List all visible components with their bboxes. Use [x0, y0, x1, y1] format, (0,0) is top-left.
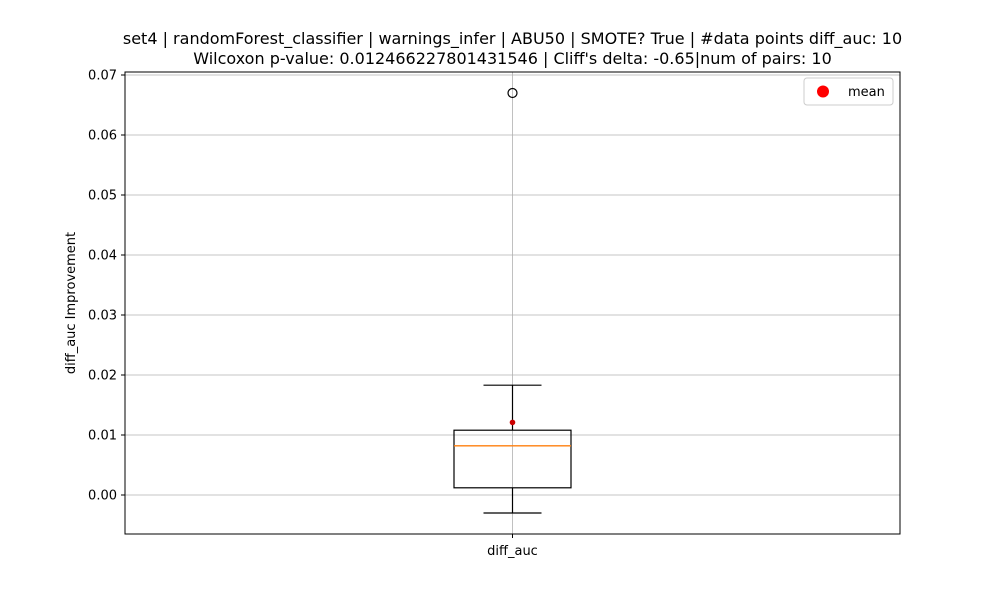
legend-mean-label: mean: [848, 85, 885, 100]
y-tick-label: 0.05: [88, 189, 117, 204]
y-tick-label: 0.04: [88, 249, 117, 264]
outlier-point: [507, 87, 518, 99]
y-axis-ticks: 0.00 0.01 0.02 0.03 0.04 0.05 0.06 0.07: [88, 69, 125, 504]
iqr-box: [453, 429, 572, 489]
gridlines: [125, 72, 900, 534]
y-tick-label: 0.02: [88, 369, 117, 384]
legend: mean: [803, 77, 894, 106]
chart-title-line1: set4 | randomForest_classifier | warning…: [123, 29, 902, 49]
x-axis-ticks: diff_auc: [487, 534, 538, 559]
legend-frame: [803, 77, 894, 106]
y-tick-label: 0.06: [88, 129, 117, 144]
chart-title-line2: Wilcoxon p-value: 0.012466227801431546 |…: [193, 49, 832, 68]
y-tick-label: 0.03: [88, 309, 117, 324]
y-axis-label: diff_auc Improvement: [64, 232, 79, 374]
boxes: [453, 87, 572, 514]
y-tick-label: 0.00: [88, 489, 117, 504]
mean-marker: [509, 419, 516, 426]
legend-mean-marker: [817, 85, 829, 98]
y-tick-label: 0.01: [88, 429, 117, 444]
y-tick-label: 0.07: [88, 69, 117, 84]
x-tick-label: diff_auc: [487, 544, 538, 559]
